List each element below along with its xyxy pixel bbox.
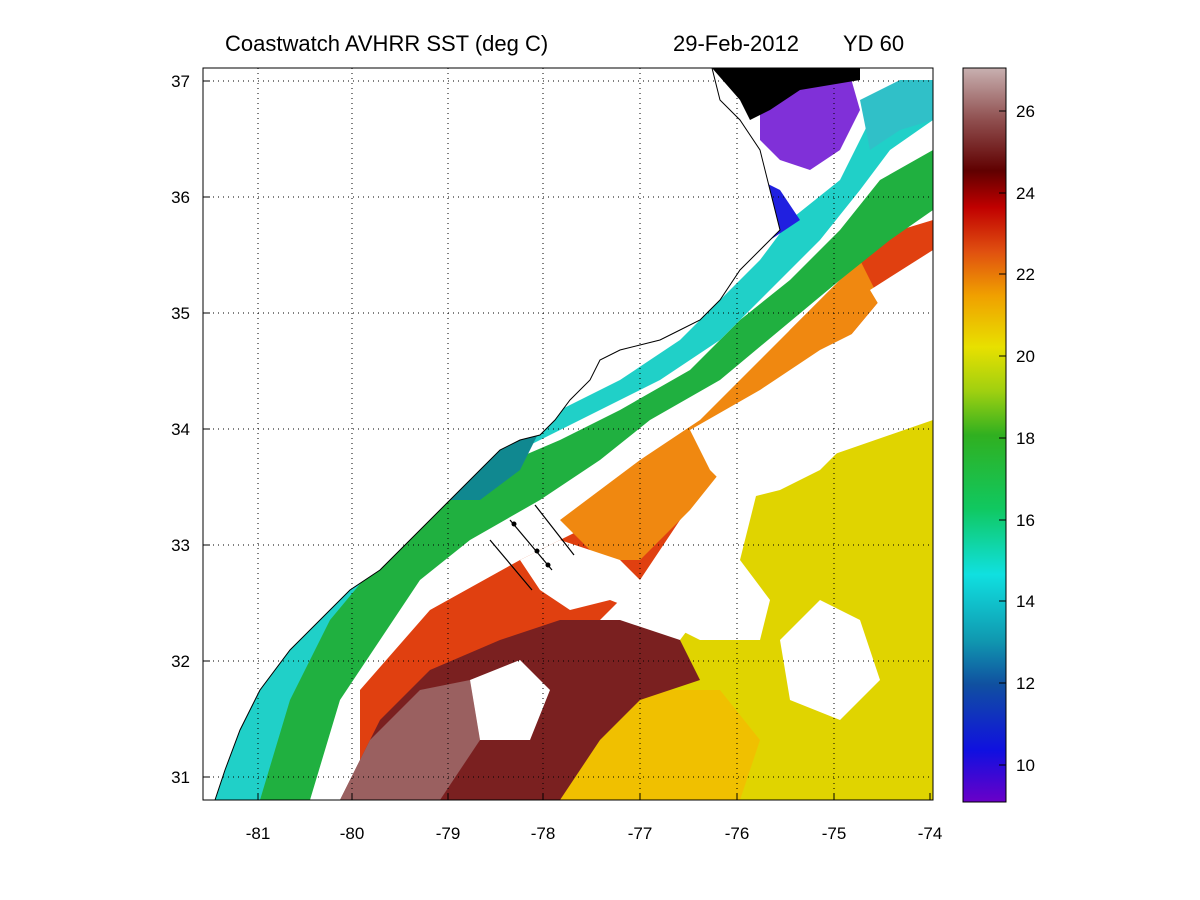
lon-tick-labels: -81 -80 -79 -78 -77 -76 -75 -74 [246,824,943,843]
cloud-mask-2 [690,330,880,500]
outer-banks-cyan [860,80,933,150]
axis-tick-marks [203,80,931,800]
lon-tick-label: -77 [628,824,653,843]
lat-tick-labels: 37 36 35 34 33 32 31 [171,72,190,787]
lat-tick-label: 36 [171,188,190,207]
colorbar-tick-label: 22 [1016,265,1035,284]
lon-tick-label: -79 [436,824,461,843]
lon-tick-label: -78 [531,824,556,843]
lon-tick-label: -81 [246,824,271,843]
lat-tick-label: 33 [171,536,190,555]
shelf-water-green [220,150,933,800]
colorbar-tick-label: 16 [1016,511,1035,530]
sst-map [203,68,933,800]
colorbar [962,67,1007,803]
colorbar-tick-label: 26 [1016,102,1035,121]
colorbar-tick-label: 18 [1016,429,1035,448]
gulf-stream-orange [560,260,880,560]
colorbar-tick-label: 20 [1016,347,1035,366]
colorbar-tick-labels: 26 24 22 20 18 16 14 12 10 [1016,102,1035,775]
lon-tick-label: -80 [340,824,365,843]
cloud-mask-5 [870,250,933,340]
lon-tick-label: -76 [725,824,750,843]
lat-tick-label: 35 [171,304,190,323]
gulf-stream-pale-brown [340,680,480,800]
map-frame [202,67,934,801]
graticule [203,68,933,800]
lat-tick-label: 31 [171,768,190,787]
station-markers [511,521,551,568]
colorbar-tick-label: 14 [1016,592,1035,611]
lat-tick-label: 32 [171,652,190,671]
colorbar-tick-marks [999,110,1006,766]
chart-date: 29-Feb-2012 [673,31,799,56]
colorbar-tick-label: 12 [1016,674,1035,693]
chart-yearday: YD 60 [843,31,904,56]
lon-tick-label: -75 [822,824,847,843]
chart-title: Coastwatch AVHRR SST (deg C) [225,31,548,56]
colorbar-tick-label: 10 [1016,756,1035,775]
transect-lines [489,504,575,591]
colorbar-tick-label: 24 [1016,184,1035,203]
cloud-mask-3 [780,600,880,720]
cloud-mask [520,540,770,640]
land-coastline [203,68,781,800]
lon-tick-label: -74 [918,824,943,843]
cloud-mask-4 [470,660,550,740]
shelf-water-cyan [215,80,933,800]
lat-tick-label: 34 [171,420,190,439]
lat-tick-label: 37 [171,72,190,91]
